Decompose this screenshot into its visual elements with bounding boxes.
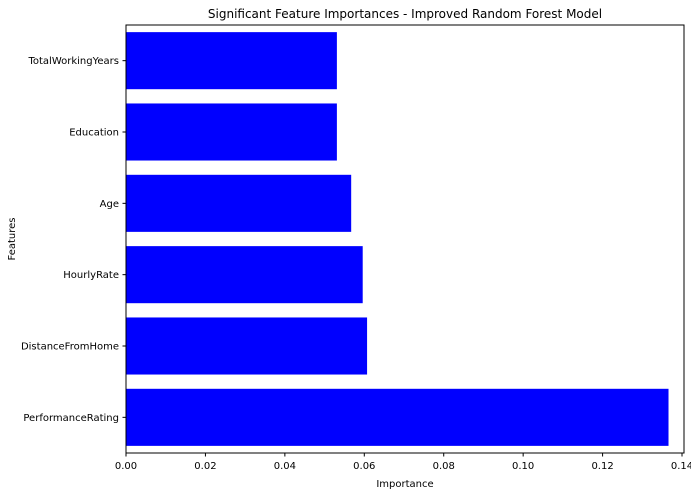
x-tick-label: 0.08 [433,461,455,472]
bar-hourlyrate [126,246,363,304]
x-tick-label: 0.02 [194,461,216,472]
x-axis-label: Importance [376,479,433,490]
x-tick-label: 0.04 [274,461,296,472]
bar-education [126,103,337,161]
y-tick-label: PerformanceRating [23,413,119,424]
x-axis-ticks: 0.00 0.02 0.04 0.06 0.08 0.10 0.12 0.14 [115,453,691,472]
bar-age [126,174,352,232]
bars-group [126,32,669,446]
y-tick-label: DistanceFromHome [21,342,119,353]
x-tick-label: 0.00 [115,461,137,472]
y-tick-label: TotalWorkingYears [27,56,119,67]
y-axis-ticks: PerformanceRating DistanceFromHome HourlyR… [21,56,126,424]
x-tick-label: 0.14 [671,461,691,472]
x-tick-label: 0.06 [353,461,375,472]
y-axis-label: Features [7,218,18,261]
bar-distancefromhome [126,317,368,375]
x-tick-label: 0.12 [591,461,613,472]
bar-totalworkingyears [126,32,337,90]
y-tick-label: HourlyRate [63,270,119,281]
plot-frame [125,24,685,454]
chart-title: Significant Feature Importances - Improv… [208,7,602,21]
y-tick-label: Education [69,128,119,139]
x-tick-label: 0.10 [512,461,534,472]
y-tick-label: Age [100,199,119,210]
bar-performancerating [126,388,669,446]
